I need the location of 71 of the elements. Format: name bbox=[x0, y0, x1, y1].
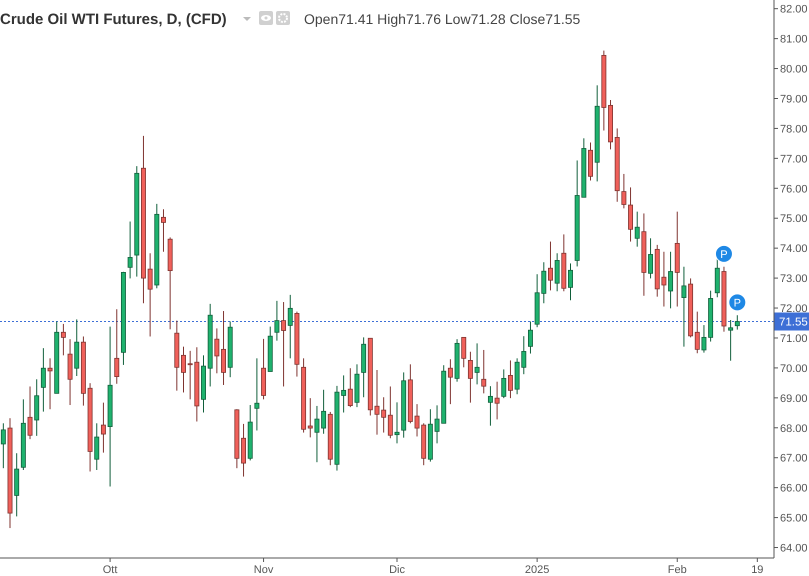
candlestick bbox=[668, 251, 674, 309]
y-tick-label: 66.00 bbox=[780, 482, 808, 495]
y-tick-label: 71.00 bbox=[780, 332, 808, 345]
y-tick-label: 81.00 bbox=[780, 34, 808, 46]
y-tick-label: 73.00 bbox=[780, 273, 808, 286]
y-tick-label: 68.00 bbox=[780, 422, 808, 435]
candlestick bbox=[728, 320, 734, 362]
y-tick-label: 74.00 bbox=[780, 243, 808, 256]
candlestick bbox=[474, 342, 480, 385]
candlestick bbox=[468, 351, 473, 404]
candlestick bbox=[114, 308, 120, 384]
candlestick bbox=[394, 402, 400, 444]
candlestick bbox=[308, 398, 313, 438]
text: Open71.41 High71.76 Low71.28 Close71.55 bbox=[304, 11, 581, 27]
text: Crude Oil WTI Futures, D, (CFD) bbox=[0, 11, 227, 28]
candlestick bbox=[734, 314, 740, 330]
x-tick-label: Dic bbox=[389, 564, 406, 576]
candlestick bbox=[94, 422, 100, 470]
annotation: P bbox=[734, 297, 741, 310]
candlestick bbox=[481, 349, 486, 394]
y-tick-label: 67.00 bbox=[780, 452, 808, 465]
y-tick-label: 82.00 bbox=[780, 4, 808, 16]
candlestick bbox=[281, 302, 286, 387]
candlestick bbox=[634, 211, 640, 248]
candlestick bbox=[254, 358, 260, 431]
candlestick bbox=[288, 294, 293, 359]
candlestick bbox=[681, 266, 686, 348]
candlestick bbox=[161, 208, 166, 252]
candlestick bbox=[40, 348, 46, 412]
candlestick bbox=[541, 262, 546, 304]
candlestick bbox=[501, 368, 506, 399]
y-tick-label: 70.00 bbox=[780, 362, 808, 375]
candlestick bbox=[60, 323, 66, 356]
x-tick-label: 2025 bbox=[524, 564, 550, 576]
candlestick bbox=[568, 262, 573, 301]
candlestick bbox=[488, 386, 493, 426]
y-tick-label: 64.00 bbox=[780, 542, 808, 555]
x-tick-label: 19 bbox=[751, 564, 764, 576]
y-tick-label: 75.00 bbox=[780, 213, 808, 226]
y-tick-label: 78.00 bbox=[780, 123, 808, 136]
candlestick bbox=[274, 300, 280, 342]
candlestick bbox=[388, 386, 393, 439]
x-tick-label: Feb bbox=[668, 564, 687, 576]
candlestick bbox=[100, 402, 106, 454]
candlestick bbox=[521, 336, 526, 375]
candlestick bbox=[508, 360, 513, 399]
candlestick bbox=[48, 358, 53, 410]
candlestick bbox=[694, 311, 700, 354]
candlestick bbox=[448, 358, 453, 405]
y-tick-label: 69.00 bbox=[780, 392, 808, 405]
y-tick-label: 79.00 bbox=[780, 93, 808, 106]
candlestick bbox=[348, 368, 353, 408]
candlestick bbox=[548, 241, 553, 291]
candlestick bbox=[494, 381, 500, 420]
y-tick-label: 72.00 bbox=[780, 303, 808, 316]
y-tick-label: 80.00 bbox=[780, 64, 808, 76]
candlestick bbox=[661, 251, 666, 308]
candlestick bbox=[461, 336, 466, 368]
x-tick-label: Ott bbox=[102, 564, 118, 576]
candlestick bbox=[648, 238, 654, 279]
y-tick-label: 76.00 bbox=[780, 183, 808, 196]
candlestick bbox=[28, 386, 32, 440]
candlestick bbox=[528, 321, 533, 354]
y-tick-label: 65.00 bbox=[780, 512, 808, 525]
candlestick bbox=[128, 221, 133, 279]
candlestick bbox=[554, 252, 560, 292]
y-tick-label: 77.00 bbox=[780, 153, 808, 166]
candlestick bbox=[0, 422, 6, 469]
annotation: P bbox=[720, 248, 728, 261]
x-tick-label: Nov bbox=[254, 564, 274, 576]
ref-line-label: 71.55 bbox=[779, 316, 808, 329]
